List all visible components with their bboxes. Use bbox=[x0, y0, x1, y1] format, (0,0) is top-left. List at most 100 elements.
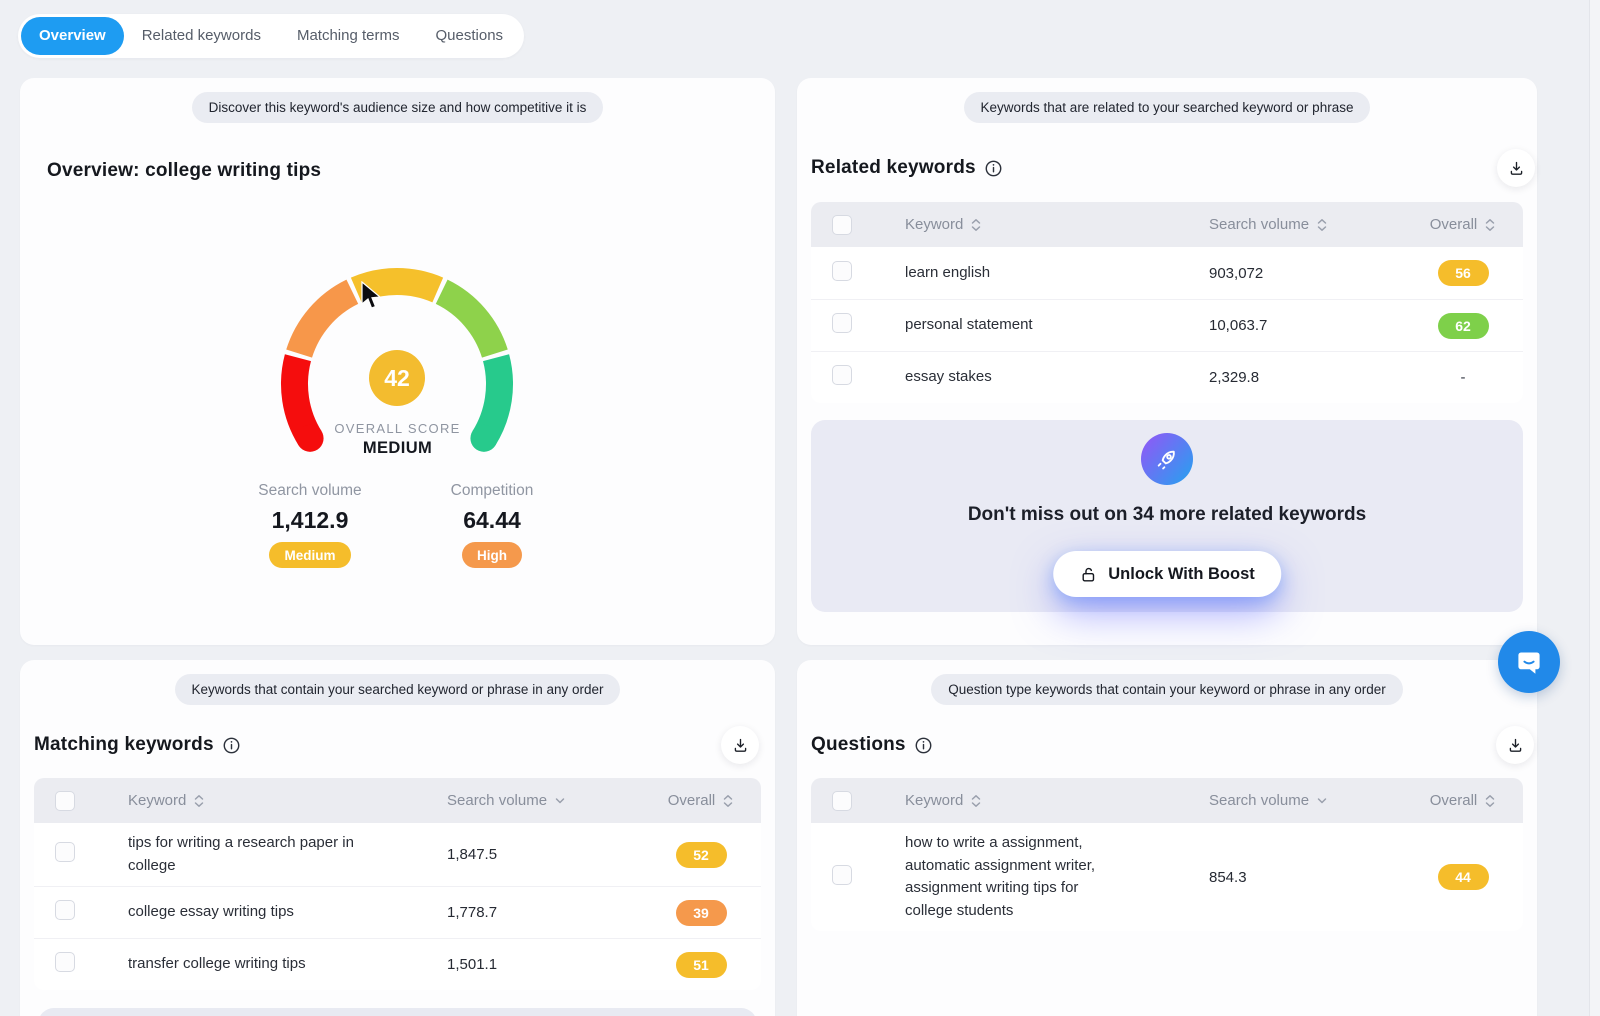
top-tab-bar: Overview Related keywords Matching terms… bbox=[18, 14, 525, 58]
search-volume-cell: 10,063.7 bbox=[1209, 317, 1268, 334]
matching-boost-banner-edge bbox=[38, 1008, 757, 1016]
table-row: tips for writing a research paper in col… bbox=[34, 823, 761, 886]
related-keywords-table: Keyword Search volume Overall learn engl… bbox=[811, 202, 1523, 403]
chat-widget-button[interactable] bbox=[1498, 631, 1560, 693]
questions-table: Keyword Search volume Overall how to wri… bbox=[811, 778, 1523, 931]
sort-desc-icon bbox=[555, 797, 565, 803]
row-checkbox[interactable] bbox=[832, 313, 852, 333]
questions-card: Question type keywords that contain your… bbox=[797, 660, 1537, 1016]
search-volume-stat: Search volume 1,412.9 Medium bbox=[200, 482, 420, 568]
row-checkbox[interactable] bbox=[55, 842, 75, 862]
overall-score-pill: 62 bbox=[1437, 312, 1489, 339]
info-icon[interactable] bbox=[222, 736, 241, 755]
keyword-cell: tips for writing a research paper in col… bbox=[128, 834, 354, 874]
overview-title: Overview: college writing tips bbox=[47, 160, 322, 181]
row-checkbox[interactable] bbox=[832, 260, 852, 281]
sort-icon bbox=[1317, 218, 1327, 231]
overall-cell: - bbox=[1460, 369, 1466, 386]
unlock-with-boost-button[interactable]: Unlock With Boost bbox=[1053, 551, 1281, 597]
sort-icon bbox=[724, 794, 733, 807]
questions-title: Questions bbox=[811, 734, 906, 755]
table-row: essay stakes 2,329.8 - bbox=[811, 351, 1523, 403]
table-row: learn english 903,072 56 bbox=[811, 247, 1523, 299]
matching-keywords-table: Keyword Search volume Overall tips for w… bbox=[34, 778, 761, 990]
search-volume-cell: 2,329.8 bbox=[1209, 369, 1260, 386]
table-header: Keyword Search volume Overall bbox=[811, 202, 1523, 247]
tab-matching-terms[interactable]: Matching terms bbox=[296, 27, 400, 44]
competition-label: Competition bbox=[450, 482, 534, 499]
competition-stat: Competition 64.44 High bbox=[382, 482, 602, 568]
table-header: Keyword Search volume Overall bbox=[34, 778, 761, 823]
column-header-search-volume[interactable]: Search volume bbox=[1153, 216, 1403, 233]
download-button[interactable] bbox=[721, 726, 759, 764]
sort-desc-icon bbox=[1317, 797, 1327, 803]
boost-upsell-banner: Don't miss out on 34 more related keywor… bbox=[811, 420, 1523, 612]
questions-description-badge: Question type keywords that contain your… bbox=[931, 674, 1403, 705]
select-all-checkbox[interactable] bbox=[832, 214, 852, 235]
overall-cell: 52 bbox=[641, 841, 761, 868]
related-description-badge: Keywords that are related to your search… bbox=[963, 92, 1371, 123]
column-header-search-volume[interactable]: Search volume bbox=[391, 792, 641, 809]
competition-value: 64.44 bbox=[463, 507, 521, 533]
tab-overview[interactable]: Overview bbox=[21, 17, 124, 55]
overall-score-pill: 39 bbox=[675, 899, 727, 926]
column-header-overall[interactable]: Overall bbox=[1403, 792, 1523, 809]
overview-card: Discover this keyword's audience size an… bbox=[20, 78, 775, 645]
search-volume-label: Search volume bbox=[258, 482, 362, 499]
overall-score-pill: 51 bbox=[675, 951, 727, 978]
tab-related-keywords[interactable]: Related keywords bbox=[141, 27, 261, 44]
column-header-keyword[interactable]: Keyword bbox=[873, 792, 1153, 809]
overall-cell: 56 bbox=[1403, 260, 1523, 286]
search-volume-cell: 903,072 bbox=[1209, 264, 1264, 282]
tab-questions[interactable]: Questions bbox=[435, 27, 504, 44]
select-all-checkbox[interactable] bbox=[832, 790, 852, 811]
table-row: personal statement 10,063.7 62 bbox=[811, 299, 1523, 351]
overall-score-pill: 56 bbox=[1437, 260, 1489, 286]
overall-score-pill: 52 bbox=[675, 841, 727, 868]
table-row: how to write a assignment, automatic ass… bbox=[811, 823, 1523, 931]
search-volume-level-badge: Medium bbox=[269, 542, 351, 568]
info-icon[interactable] bbox=[984, 159, 1003, 178]
column-header-overall[interactable]: Overall bbox=[1403, 216, 1523, 233]
rocket-icon bbox=[1141, 433, 1193, 485]
search-volume-cell: 1,778.7 bbox=[447, 904, 498, 921]
boost-message: Don't miss out on 34 more related keywor… bbox=[967, 504, 1367, 525]
select-all-checkbox[interactable] bbox=[55, 790, 75, 811]
right-edge-strip bbox=[1590, 0, 1600, 1016]
overall-cell: 44 bbox=[1403, 864, 1523, 890]
info-icon[interactable] bbox=[914, 736, 933, 755]
table-row: college essay writing tips 1,778.7 39 bbox=[34, 886, 761, 938]
download-button[interactable] bbox=[1497, 149, 1535, 187]
row-checkbox[interactable] bbox=[832, 365, 852, 385]
column-header-overall[interactable]: Overall bbox=[641, 792, 761, 809]
overall-cell: 39 bbox=[641, 899, 761, 926]
column-header-search-volume[interactable]: Search volume bbox=[1153, 792, 1403, 809]
search-volume-value: 1,412.9 bbox=[271, 507, 349, 533]
overall-cell: 62 bbox=[1403, 312, 1523, 339]
chat-icon bbox=[1518, 652, 1540, 674]
keyword-cell: essay stakes bbox=[905, 368, 992, 386]
download-button[interactable] bbox=[1496, 726, 1534, 764]
keyword-cell: how to write a assignment, automatic ass… bbox=[905, 834, 1096, 919]
keyword-cell: personal statement bbox=[905, 316, 1033, 334]
gauge-value-badge: 42 bbox=[369, 350, 425, 406]
matching-keywords-title: Matching keywords bbox=[34, 734, 214, 755]
column-header-keyword[interactable]: Keyword bbox=[873, 216, 1153, 233]
competition-level-badge: High bbox=[462, 542, 522, 568]
sort-icon bbox=[1486, 218, 1495, 231]
download-icon bbox=[734, 738, 746, 752]
row-checkbox[interactable] bbox=[832, 864, 852, 885]
download-icon bbox=[1510, 161, 1522, 175]
unlock-icon bbox=[1082, 567, 1095, 582]
gauge-caption: OVERALL SCORE bbox=[334, 421, 461, 436]
row-checkbox[interactable] bbox=[55, 900, 75, 920]
row-checkbox[interactable] bbox=[55, 952, 75, 972]
matching-keywords-card: Keywords that contain your searched keyw… bbox=[20, 660, 775, 1016]
overview-description-badge: Discover this keyword's audience size an… bbox=[191, 92, 604, 123]
matching-description-badge: Keywords that contain your searched keyw… bbox=[174, 674, 621, 705]
keyword-cell: transfer college writing tips bbox=[128, 955, 306, 973]
related-keywords-card: Keywords that are related to your search… bbox=[797, 78, 1537, 645]
gauge-level: MEDIUM bbox=[362, 439, 433, 457]
related-keywords-title: Related keywords bbox=[811, 157, 976, 178]
column-header-keyword[interactable]: Keyword bbox=[96, 792, 391, 809]
